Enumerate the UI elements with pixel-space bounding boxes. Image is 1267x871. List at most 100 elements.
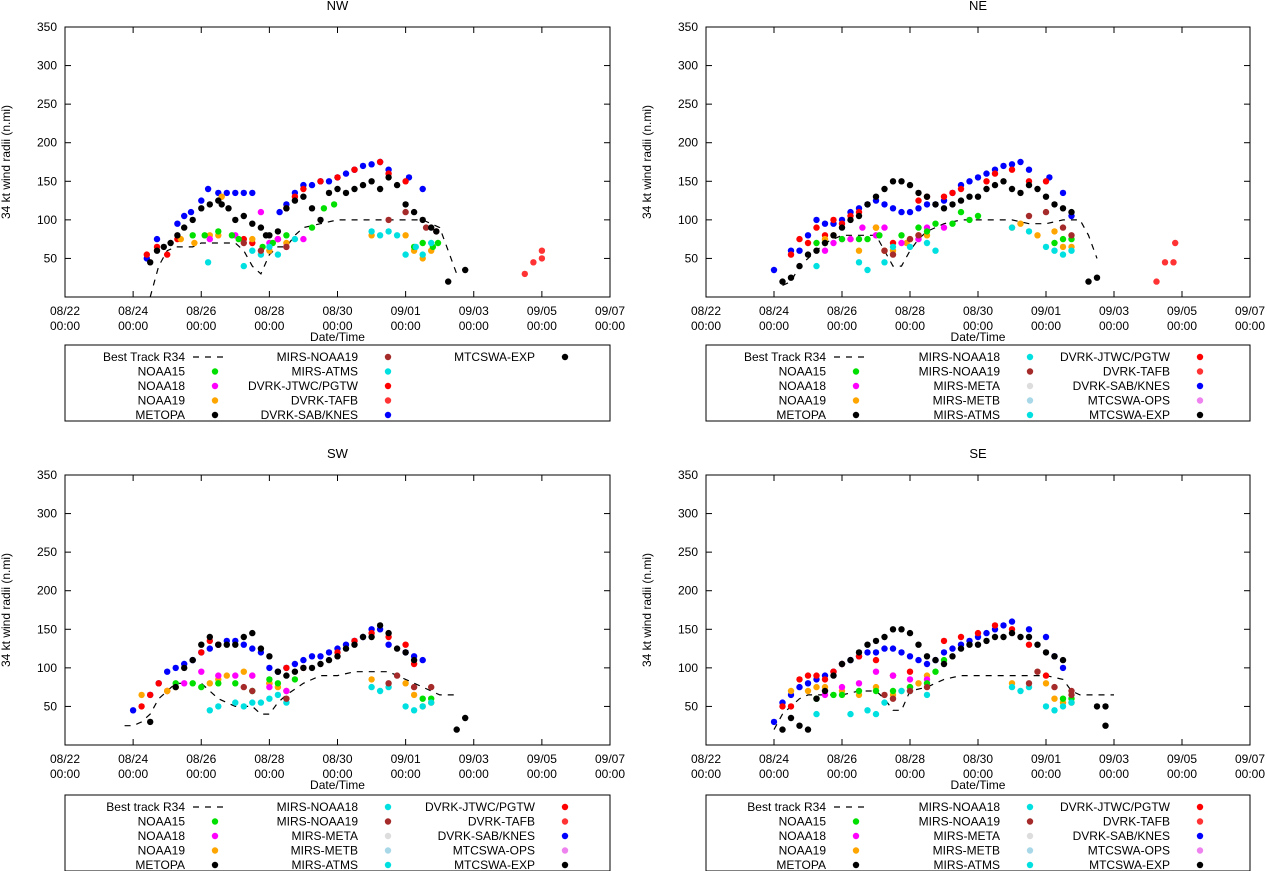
data-point — [770, 718, 778, 726]
data-point — [813, 672, 820, 679]
data-point — [991, 181, 999, 189]
data-point — [422, 224, 430, 231]
data-point — [864, 235, 871, 243]
data-point — [796, 683, 803, 691]
data-point — [1017, 158, 1024, 166]
data-point — [1051, 247, 1058, 254]
data-point — [1059, 656, 1067, 664]
data-point — [359, 633, 367, 641]
data-point — [428, 683, 435, 691]
data-point — [351, 166, 358, 173]
data-point — [325, 189, 333, 197]
legend-box — [705, 794, 1251, 871]
x-tick-label-time: 00:00 — [118, 319, 148, 333]
data-point — [1085, 278, 1092, 285]
legend-swatch — [384, 818, 392, 825]
data-point — [274, 251, 282, 258]
data-point — [385, 228, 392, 235]
data-point — [889, 687, 897, 695]
legend-label: Best Track R34 — [744, 350, 826, 364]
data-point — [872, 656, 880, 664]
data-point — [204, 185, 212, 193]
data-point — [412, 243, 419, 251]
data-point — [198, 641, 205, 648]
legend-label: MIRS-NOAA18 — [919, 350, 1001, 364]
data-point — [881, 185, 888, 193]
y-tick-label: 300 — [678, 59, 698, 73]
data-point — [830, 239, 837, 247]
legend-swatch — [561, 818, 569, 825]
data-point — [1025, 633, 1033, 641]
data-point — [198, 197, 205, 204]
legend-label: NOAA19 — [138, 844, 186, 858]
data-point — [402, 641, 409, 648]
legend-label: NOAA18 — [138, 829, 186, 843]
chart-title: NE — [969, 0, 987, 13]
data-point — [249, 629, 256, 637]
data-point — [232, 699, 239, 706]
y-tick-label: 300 — [37, 59, 57, 73]
legend-swatch — [1196, 818, 1204, 825]
legend-label: DVRK-JTWC/PGTW — [248, 379, 359, 393]
data-point — [813, 262, 820, 270]
x-tick-label-time: 00:00 — [118, 767, 148, 781]
data-point — [1008, 185, 1016, 193]
data-point — [402, 208, 409, 216]
y-axis-label: 34 kt wind radii (n.mi) — [640, 553, 654, 667]
data-point — [796, 262, 803, 270]
legend-label: MIRS-ATMS — [934, 858, 1000, 871]
data-point — [376, 622, 384, 629]
series-noaa15 — [189, 201, 442, 251]
x-tick-label-date: 09/03 — [1099, 304, 1129, 318]
data-point — [804, 687, 812, 695]
legend-swatch — [211, 818, 219, 825]
data-point — [223, 641, 230, 648]
y-tick-label: 150 — [678, 622, 698, 636]
legend-swatch — [1196, 803, 1204, 811]
y-tick-label: 50 — [44, 251, 58, 265]
data-point — [368, 178, 375, 185]
legend-label: MIRS-NOAA19 — [277, 815, 359, 829]
data-point — [402, 178, 409, 185]
data-point — [864, 707, 871, 714]
x-tick-label-date: 08/28 — [895, 304, 925, 318]
data-point — [1025, 212, 1033, 220]
legend-swatch — [1196, 411, 1204, 419]
y-tick-label: 250 — [37, 97, 57, 111]
legend-label: MIRS-NOAA19 — [277, 350, 359, 364]
data-point — [1161, 259, 1169, 266]
data-point — [940, 649, 948, 656]
x-tick-label-date: 09/07 — [1235, 304, 1265, 318]
data-point — [249, 247, 256, 254]
data-point — [915, 680, 922, 687]
data-point — [419, 239, 426, 247]
data-point — [274, 691, 282, 699]
data-point — [393, 181, 401, 189]
data-point — [204, 259, 212, 266]
legend-label: MIRS-ATMS — [934, 408, 1000, 422]
data-point — [419, 656, 426, 664]
data-point — [206, 201, 213, 208]
x-tick-label-date: 09/05 — [1167, 752, 1197, 766]
data-point — [274, 228, 282, 235]
y-tick-label: 200 — [37, 136, 57, 150]
legend-label: NOAA18 — [138, 379, 186, 393]
data-point — [855, 247, 863, 254]
legend-label: DVRK-TAFB — [1103, 365, 1170, 379]
data-point — [300, 664, 307, 672]
data-point — [521, 270, 528, 278]
data-point — [129, 707, 137, 714]
data-point — [906, 235, 914, 243]
legend-label: METOPA — [776, 858, 826, 871]
data-point — [1102, 703, 1109, 710]
data-point — [218, 201, 225, 208]
legend-swatch — [211, 382, 219, 390]
series-mirs-atms — [813, 683, 1075, 718]
data-point — [940, 205, 948, 212]
data-point — [966, 216, 973, 224]
data-point — [796, 722, 803, 729]
y-tick-label: 50 — [44, 699, 58, 713]
data-point — [240, 262, 247, 270]
x-tick-label-time: 00:00 — [186, 767, 216, 781]
